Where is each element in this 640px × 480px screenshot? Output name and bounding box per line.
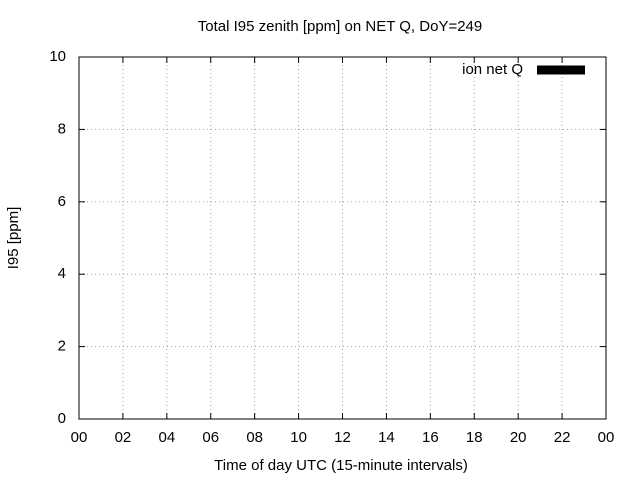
legend-label: ion net Q: [462, 61, 523, 78]
x-tick-label: 10: [290, 429, 307, 446]
y-tick-label: 10: [49, 48, 66, 65]
plot-border: [78, 56, 607, 420]
x-tick-label: 04: [158, 429, 175, 446]
x-tick-label: 12: [334, 429, 351, 446]
y-tick-label: 4: [58, 265, 66, 282]
x-tick-label: 08: [246, 429, 263, 446]
x-tick-label: 00: [598, 429, 615, 446]
x-tick-label: 18: [466, 429, 483, 446]
x-tick-label: 14: [378, 429, 395, 446]
chart-title: Total I95 zenith [ppm] on NET Q, DoY=249: [198, 18, 482, 35]
y-tick-label: 0: [58, 410, 66, 427]
x-tick-label: 20: [510, 429, 527, 446]
y-tick-label: 2: [58, 338, 66, 355]
x-tick-label: 02: [115, 429, 132, 446]
y-tick-label: 8: [58, 120, 66, 137]
y-axis-label: I95 [ppm]: [5, 207, 22, 270]
x-tick-label: 22: [554, 429, 571, 446]
y-tick-label: 6: [58, 193, 66, 210]
x-axis-label: Time of day UTC (15-minute intervals): [214, 457, 468, 474]
x-tick-label: 00: [71, 429, 88, 446]
x-tick-label: 16: [422, 429, 439, 446]
x-tick-label: 06: [202, 429, 219, 446]
